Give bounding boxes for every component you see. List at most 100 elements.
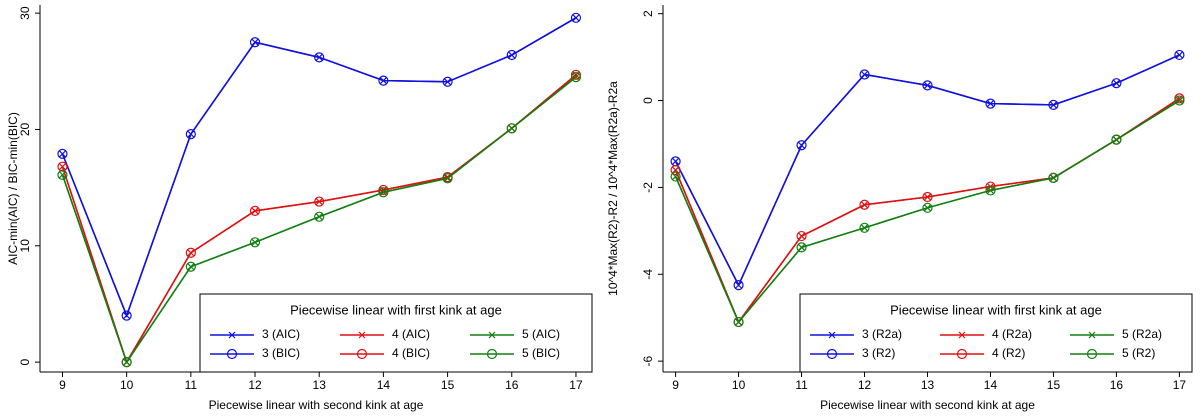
marker-circle xyxy=(249,205,261,216)
marker-circle xyxy=(378,187,389,198)
x-tick-label: 16 xyxy=(505,378,519,392)
legend-label: 4 (R2) xyxy=(992,346,1025,360)
x-tick-label: 9 xyxy=(672,378,679,392)
x-tick-label: 13 xyxy=(313,378,327,392)
legend: Piecewise linear with first kink at age 3… xyxy=(799,293,1193,373)
x-tick-label: 10 xyxy=(732,378,746,392)
series-line xyxy=(674,54,1180,287)
marker-stroke xyxy=(228,331,236,339)
marker-circle xyxy=(733,316,744,328)
marker-circle xyxy=(185,129,196,140)
legend-title: Piecewise linear with first kink at age xyxy=(290,302,502,317)
series-line xyxy=(61,76,577,364)
legend-label: 5 (AIC) xyxy=(522,327,560,341)
x-tick-label: 17 xyxy=(1173,378,1187,392)
marker-circle xyxy=(121,310,132,321)
series-line xyxy=(674,97,1180,324)
marker-stroke xyxy=(1088,331,1096,339)
x-tick-label: 16 xyxy=(1110,378,1124,392)
y-tick-label: -2 xyxy=(641,182,655,193)
y-tick-label: 30 xyxy=(18,6,32,20)
marker-circle xyxy=(670,164,681,176)
marker-x xyxy=(488,331,496,339)
legend: Piecewise linear with first kink at age 3… xyxy=(199,293,593,373)
x-tick-label: 11 xyxy=(185,378,198,392)
marker-circle xyxy=(922,191,933,203)
marker-circle xyxy=(1111,134,1122,145)
marker-circle xyxy=(57,169,68,180)
x-tick-label: 15 xyxy=(441,378,455,392)
marker-circle xyxy=(796,140,807,151)
legend-label: 3 (R2a) xyxy=(862,327,902,341)
marker-circle xyxy=(733,280,744,291)
legend-label: 3 (AIC) xyxy=(262,327,300,341)
marker-circle xyxy=(185,261,196,272)
marker-circle xyxy=(226,348,238,360)
x-tick-label: 10 xyxy=(120,378,134,392)
y-tick-label: 0 xyxy=(18,358,32,365)
marker-circle xyxy=(570,72,582,83)
marker-circle xyxy=(57,148,68,159)
marker-circle xyxy=(826,348,838,360)
x-tick-label: 9 xyxy=(59,378,66,392)
y-tick-label: -6 xyxy=(641,355,655,366)
y-tick-label: 0 xyxy=(641,97,655,104)
marker-circle xyxy=(796,242,807,253)
marker-circle xyxy=(57,161,68,172)
legend-box xyxy=(199,293,593,373)
marker-x xyxy=(228,331,236,339)
marker-circle xyxy=(314,196,325,207)
y-axis-label: 10^4*Max(R2)-R2 / 10^4*Max(R2a)-R2a xyxy=(606,81,620,296)
legend-label: 5 (BIC) xyxy=(522,346,560,360)
marker-circle xyxy=(442,76,453,87)
marker-circle xyxy=(442,173,453,184)
marker-x xyxy=(1088,331,1096,339)
marker-circle xyxy=(1174,95,1185,106)
marker-circle xyxy=(249,237,261,248)
marker-circle xyxy=(985,98,996,109)
x-axis-label: Piecewise linear with second kink at age xyxy=(209,398,424,412)
series-line xyxy=(674,99,1180,324)
marker-circle xyxy=(1111,78,1122,89)
x-tick-label: 13 xyxy=(921,378,935,392)
marker-circle xyxy=(506,123,517,134)
marker-circle xyxy=(859,199,870,210)
legend-label: 4 (AIC) xyxy=(392,327,430,341)
marker-x xyxy=(828,331,836,339)
legend-box xyxy=(799,293,1193,373)
marker-circle xyxy=(506,49,517,61)
marker-circle xyxy=(956,348,968,360)
marker-circle xyxy=(314,211,325,222)
x-tick-label: 12 xyxy=(248,378,262,392)
series-line xyxy=(61,17,577,318)
marker-x xyxy=(358,331,366,339)
marker-circle xyxy=(985,185,996,196)
marker-circle xyxy=(796,230,807,242)
marker-circle xyxy=(121,357,132,368)
marker-circle xyxy=(922,202,933,213)
marker-stroke xyxy=(488,331,496,339)
marker-circle xyxy=(185,247,196,258)
marker-circle xyxy=(859,69,870,80)
x-tick-label: 17 xyxy=(569,378,583,392)
marker-circle xyxy=(570,12,582,23)
series-line xyxy=(674,97,1180,324)
legend-label: 5 (R2a) xyxy=(1122,327,1162,341)
marker-circle xyxy=(670,171,681,182)
marker-circle xyxy=(486,348,498,360)
marker-circle xyxy=(922,80,933,91)
marker-circle xyxy=(314,52,325,63)
marker-circle xyxy=(859,222,870,233)
marker-circle xyxy=(1174,49,1185,61)
marker-circle xyxy=(1048,172,1059,183)
marker-circle xyxy=(356,348,368,360)
x-tick-label: 15 xyxy=(1047,378,1061,392)
y-tick-label: 10 xyxy=(18,239,32,253)
marker-stroke xyxy=(358,331,366,339)
legend-label: 4 (R2a) xyxy=(992,327,1032,341)
series-line xyxy=(61,17,577,318)
x-tick-label: 12 xyxy=(858,378,872,392)
marker-circle xyxy=(1048,99,1059,110)
